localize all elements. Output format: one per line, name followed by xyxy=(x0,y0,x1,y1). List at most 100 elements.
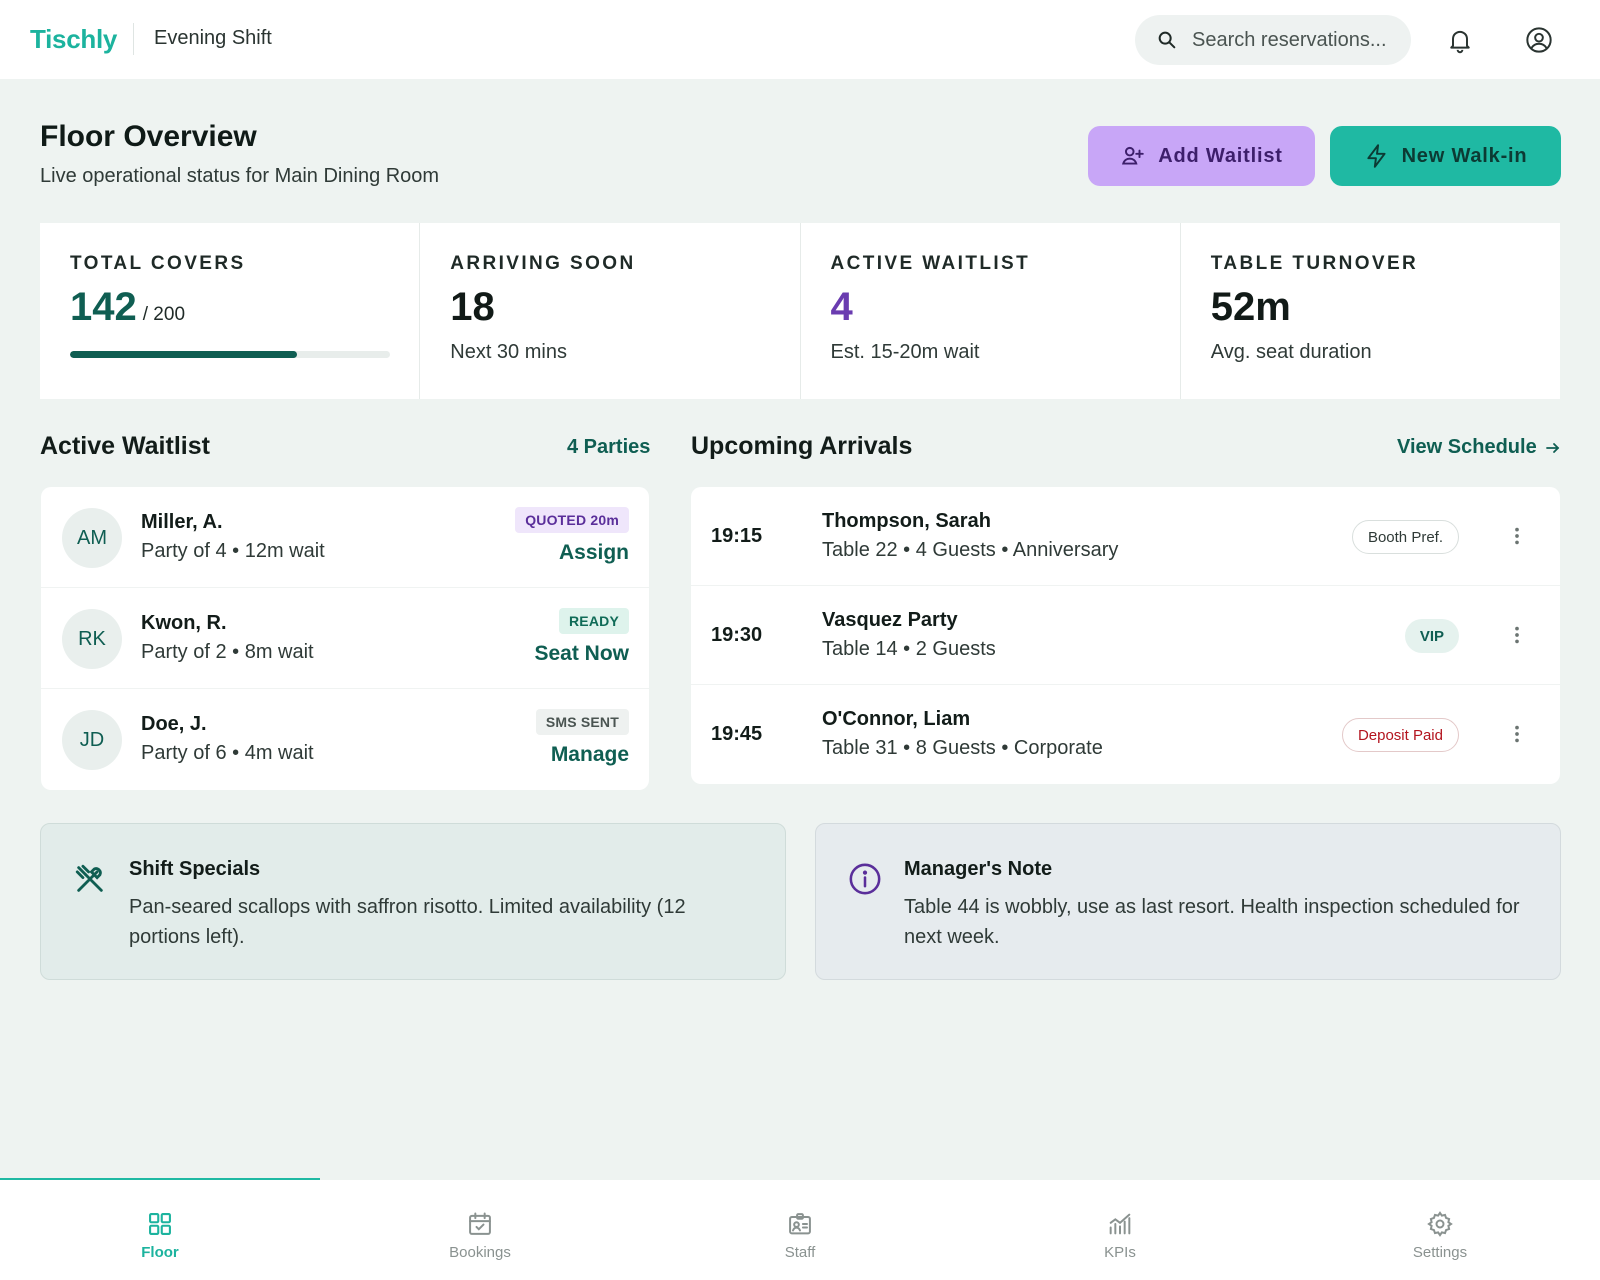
shift-name: Evening Shift xyxy=(154,27,272,49)
bottom-nav: Floor Bookings Staff KPIs Settings xyxy=(0,1180,1600,1280)
arrival-item[interactable]: 19:45 O'Connor, Liam Table 31 • 8 Guests… xyxy=(691,685,1560,784)
nav-kpis[interactable]: KPIs xyxy=(960,1180,1280,1280)
covers-progress-fill xyxy=(70,351,298,358)
stat-value: 142/ 200 xyxy=(70,285,185,330)
arrival-item[interactable]: 19:15 Thompson, Sarah Table 22 • 4 Guest… xyxy=(691,487,1560,586)
page-title: Floor Overview xyxy=(40,120,257,153)
arrivals-card: 19:15 Thompson, Sarah Table 22 • 4 Guest… xyxy=(691,487,1560,784)
stat-value: 4 xyxy=(830,285,853,329)
lightning-icon xyxy=(1366,144,1386,168)
more-options-button[interactable] xyxy=(1504,622,1530,648)
waitlist-count: 4 Parties xyxy=(567,436,651,458)
nav-floor[interactable]: Floor xyxy=(0,1180,320,1280)
notifications-button[interactable] xyxy=(1440,20,1480,60)
new-walkin-button[interactable]: New Walk-in xyxy=(1330,126,1561,186)
add-waitlist-button[interactable]: Add Waitlist xyxy=(1088,126,1315,186)
arrival-tag: VIP xyxy=(1404,619,1459,653)
search-placeholder: Search reservations... xyxy=(1192,28,1387,51)
nav-label: Bookings xyxy=(449,1244,511,1261)
total-covers-value: 142 xyxy=(70,285,137,329)
nav-label: Staff xyxy=(784,1244,816,1261)
info-icon xyxy=(849,863,881,895)
note-title: Shift Specials xyxy=(129,858,261,880)
view-schedule-link[interactable]: View Schedule xyxy=(1397,436,1561,459)
arrival-tag: Booth Pref. xyxy=(1351,520,1459,554)
stat-value: 52m xyxy=(1210,285,1291,329)
guest-name: Vasquez Party xyxy=(822,609,958,631)
party-name: Miller, A. xyxy=(141,511,223,533)
guest-name: Thompson, Sarah xyxy=(822,510,991,532)
arrival-meta: Table 31 • 8 Guests • Corporate xyxy=(822,737,1103,759)
add-waitlist-label: Add Waitlist xyxy=(1158,144,1283,167)
more-options-button[interactable] xyxy=(1504,721,1530,747)
assign-button[interactable]: Assign xyxy=(558,541,629,564)
status-badge: READY xyxy=(558,608,629,634)
stat-note: Avg. seat duration xyxy=(1210,341,1372,363)
arrival-time: 19:30 xyxy=(711,624,763,646)
stat-active-waitlist: ACTIVE WAITLIST 4 Est. 15-20m wait xyxy=(801,223,1181,399)
party-meta: Party of 6 • 4m wait xyxy=(141,742,314,764)
avatar: RK xyxy=(62,609,122,669)
arrival-tag: Deposit Paid xyxy=(1341,718,1459,752)
arrow-right-icon xyxy=(1545,442,1559,453)
waitlist-item[interactable]: AM Miller, A. Party of 4 • 12m wait QUOT… xyxy=(41,487,649,588)
status-badge: QUOTED 20m xyxy=(515,507,629,533)
user-plus-icon xyxy=(1122,146,1145,165)
grid-icon xyxy=(149,1213,171,1235)
stats-panel: TOTAL COVERS 142/ 200 ARRIVING SOON 18 N… xyxy=(40,223,1560,399)
stat-label: TOTAL COVERS xyxy=(70,253,246,274)
stat-label: ARRIVING SOON xyxy=(450,253,636,274)
utensils-icon xyxy=(75,864,103,892)
nav-label: Floor xyxy=(141,1244,179,1261)
note-body: Pan-seared scallops with saffron risotto… xyxy=(129,896,686,948)
stat-arriving-soon: ARRIVING SOON 18 Next 30 mins xyxy=(420,223,801,399)
manager-note-card: Manager's Note Table 44 is wobbly, use a… xyxy=(815,823,1561,980)
more-options-button[interactable] xyxy=(1504,523,1530,549)
search-icon xyxy=(1158,31,1176,49)
party-meta: Party of 2 • 8m wait xyxy=(141,641,314,663)
profile-button[interactable] xyxy=(1519,20,1559,60)
party-name: Kwon, R. xyxy=(141,612,227,634)
nav-settings[interactable]: Settings xyxy=(1280,1180,1600,1280)
avatar: AM xyxy=(62,508,122,568)
stat-table-turnover: TABLE TURNOVER 52m Avg. seat duration xyxy=(1181,223,1560,399)
arrivals-section-title: Upcoming Arrivals xyxy=(691,432,913,460)
seat-now-button[interactable]: Seat Now xyxy=(534,642,629,665)
view-schedule-label: View Schedule xyxy=(1397,436,1537,458)
active-tab-indicator xyxy=(0,1178,320,1181)
waitlist-item[interactable]: RK Kwon, R. Party of 2 • 8m wait READY S… xyxy=(41,588,649,689)
stat-note: Est. 15-20m wait xyxy=(830,341,980,363)
waitlist-item[interactable]: JD Doe, J. Party of 6 • 4m wait SMS SENT… xyxy=(41,689,649,790)
arrival-time: 19:45 xyxy=(711,723,763,745)
stat-label: TABLE TURNOVER xyxy=(1210,253,1419,274)
chart-icon xyxy=(1109,1213,1131,1235)
waitlist-section-title: Active Waitlist xyxy=(40,432,210,460)
arrival-item[interactable]: 19:30 Vasquez Party Table 14 • 2 Guests … xyxy=(691,586,1560,685)
top-bar: Tischly Evening Shift Search reservation… xyxy=(0,0,1600,79)
status-badge: SMS SENT xyxy=(535,709,629,735)
note-body: Table 44 is wobbly, use as last resort. … xyxy=(904,896,1520,948)
calendar-check-icon xyxy=(469,1212,491,1235)
user-circle-icon xyxy=(1526,27,1552,53)
more-vertical-icon xyxy=(1515,626,1519,644)
covers-progress-bar xyxy=(70,351,390,358)
brand-logo[interactable]: Tischly xyxy=(30,24,118,54)
waitlist-card: AM Miller, A. Party of 4 • 12m wait QUOT… xyxy=(41,487,649,790)
more-vertical-icon xyxy=(1515,527,1519,545)
gear-icon xyxy=(1427,1211,1453,1237)
stat-value: 18 xyxy=(450,285,495,329)
nav-bookings[interactable]: Bookings xyxy=(320,1180,640,1280)
divider xyxy=(133,23,134,55)
bell-icon xyxy=(1450,30,1470,54)
manage-button[interactable]: Manage xyxy=(550,743,629,766)
search-input[interactable]: Search reservations... xyxy=(1135,15,1411,65)
shift-specials-card: Shift Specials Pan-seared scallops with … xyxy=(40,823,786,980)
stat-total-covers: TOTAL COVERS 142/ 200 xyxy=(40,223,421,399)
id-badge-icon xyxy=(789,1213,811,1235)
nav-label: Settings xyxy=(1412,1244,1468,1261)
arrival-time: 19:15 xyxy=(711,525,763,547)
guest-name: O'Connor, Liam xyxy=(822,708,971,730)
nav-staff[interactable]: Staff xyxy=(640,1180,960,1280)
party-meta: Party of 4 • 12m wait xyxy=(141,540,325,562)
arrival-meta: Table 14 • 2 Guests xyxy=(822,638,996,660)
